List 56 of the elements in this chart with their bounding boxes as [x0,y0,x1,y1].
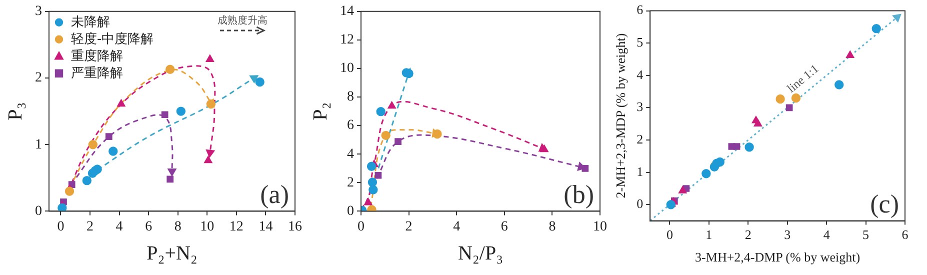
y-tick-label: 4 [347,146,354,162]
y-tick-label: 12 [340,32,354,48]
legend-label: 严重降解 [71,66,123,81]
annotation: (a) [260,180,289,210]
y-tick-label: 10 [340,61,354,76]
y-tick-label: 14 [340,4,354,20]
y-tick-label: 6 [636,2,644,18]
y-tick-label: 3 [636,99,644,114]
y-tick-label: 5 [636,34,644,50]
legend-label: 未降解 [71,14,110,30]
y-tick-label: 0 [35,204,42,219]
legend-label: 轻度-中度降解 [71,30,154,47]
y-axis-title: 2-MH+2,3-MDP (% by weight) [613,33,628,198]
y-tick-label: 2 [636,131,644,146]
x-axis-title: 3-MH+2,4-DMP (% by weight) [695,250,860,265]
x-tick-label: 5 [862,227,870,242]
x-tick-label: 4 [823,227,830,242]
y-axis-title: P₃ [4,102,26,120]
x-tick-label: 2 [86,219,94,234]
x-tick-label: 8 [548,219,556,234]
x-tick-label: 6 [500,219,508,234]
y-tick-label: 2 [35,70,42,86]
annotation: 成熟度升高 [217,14,268,27]
x-tick-label: 14 [258,219,273,234]
y-axis-title: P₂ [309,102,332,120]
x-tick-label: 2 [744,227,752,242]
y-tick-label: 6 [347,118,354,134]
y-tick-label: 8 [347,90,354,105]
y-tick-label: 2 [347,175,354,190]
x-tick-label: 2 [405,219,412,234]
x-tick-label: 3 [784,227,791,242]
x-tick-label: 10 [593,219,607,234]
y-tick-label: 1 [636,164,644,179]
annotation: (b) [564,180,594,210]
annotation: (c) [870,190,899,219]
x-tick-label: 4 [453,219,460,234]
x-tick-label: 12 [229,219,244,234]
y-tick-label: 3 [35,4,42,20]
x-tick-label: 0 [666,227,673,242]
x-tick-label: 6 [902,227,909,242]
y-tick-label: 0 [347,204,354,219]
x-tick-label: 1 [706,227,712,242]
legend-label: 重度降解 [71,48,123,64]
x-tick-label: 0 [57,219,64,234]
y-tick-label: 4 [636,66,644,82]
x-tick-label: 4 [116,219,123,234]
x-tick-label: 8 [174,219,182,234]
x-tick-label: 16 [288,219,302,234]
y-tick-label: 0 [636,196,644,212]
x-tick-label: 10 [200,219,214,234]
x-axis-title: N₂/P₃ [458,242,504,264]
x-tick-label: 0 [358,219,364,234]
annotation: line 1:1 [784,61,822,96]
x-axis-title: P₂+N₂ [146,242,198,264]
x-tick-label: 6 [145,219,152,234]
y-tick-label: 1 [35,137,42,152]
